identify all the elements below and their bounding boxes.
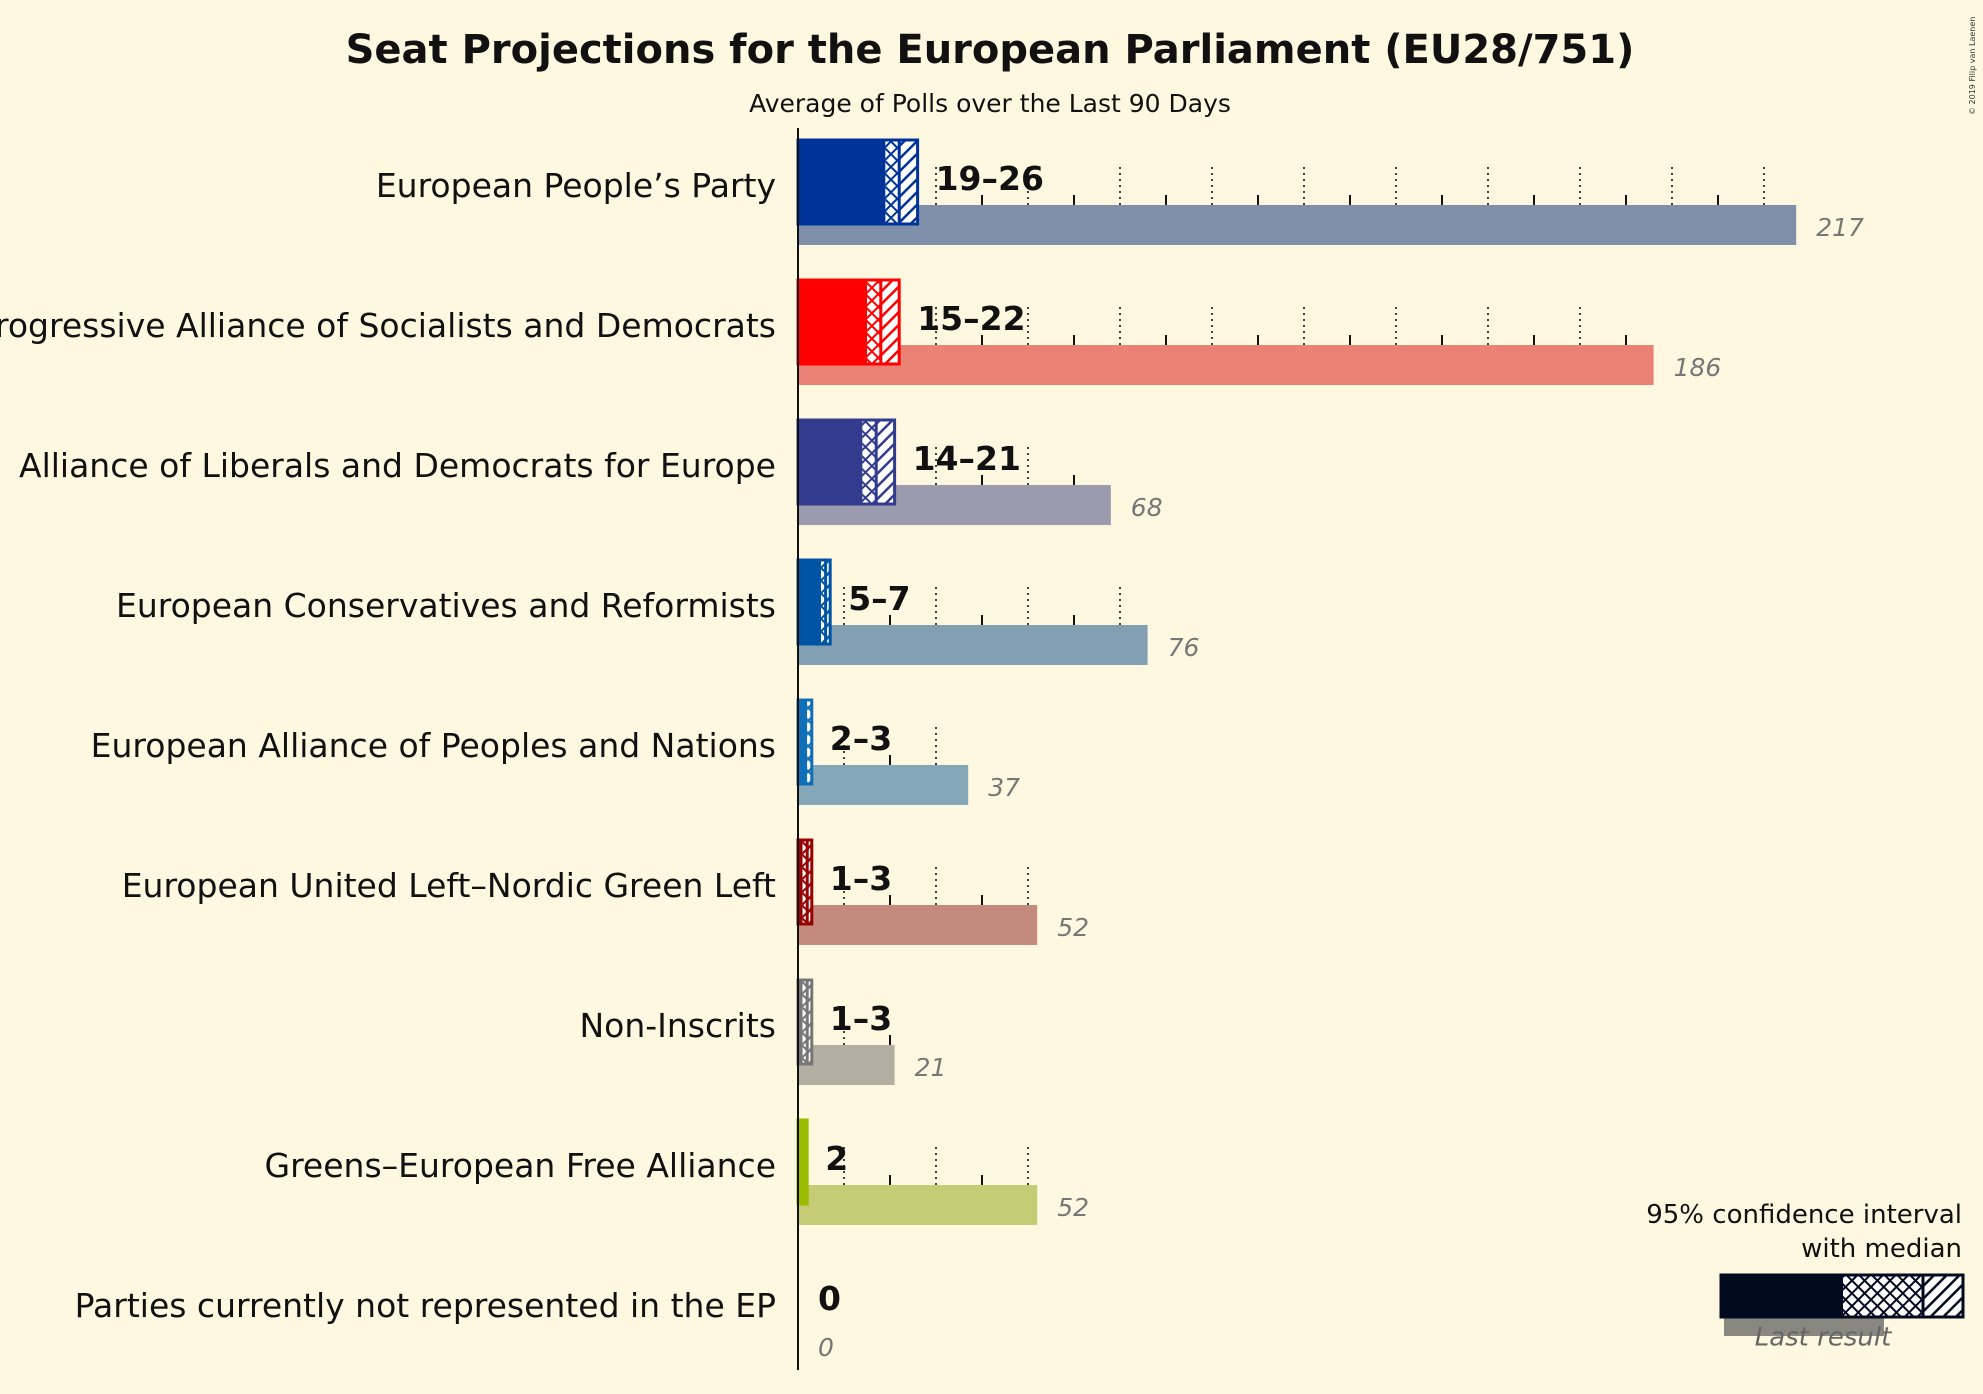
party-label: European Alliance of Peoples and Nations — [91, 726, 776, 765]
range-label: 15–22 — [917, 299, 1025, 338]
labels: European People’s Party 19–26 217 Progressi… — [0, 159, 1864, 1362]
last-result-bar — [798, 1185, 1038, 1225]
last-result-label: 21 — [915, 1053, 947, 1082]
bars — [796, 138, 1797, 1225]
interval-solid — [798, 700, 808, 784]
legend-interval-diagonal — [1923, 1275, 1963, 1317]
last-result-label: 186 — [1674, 353, 1722, 382]
party-label: Non-Inscrits — [579, 1006, 776, 1045]
range-label: 0 — [818, 1279, 841, 1318]
last-result-bar — [798, 905, 1038, 945]
interval-solid — [798, 1120, 808, 1204]
legend-last-result-label: Last result — [1755, 1322, 1892, 1352]
last-result-label: 37 — [988, 773, 1020, 802]
party-label: Alliance of Liberals and Democrats for E… — [19, 446, 776, 485]
party-label: Greens–European Free Alliance — [265, 1146, 776, 1185]
last-result-label: 52 — [1057, 913, 1089, 942]
party-row — [796, 698, 969, 805]
party-label: European Conservatives and Reformists — [116, 586, 776, 625]
interval-diagonal — [899, 140, 918, 224]
interval-diagonal — [880, 280, 900, 364]
legend-title-line2: with median — [1801, 1234, 1962, 1264]
party-row — [796, 418, 1111, 525]
last-result-bar — [798, 625, 1148, 665]
party-label: Progressive Alliance of Socialists and D… — [0, 306, 776, 345]
interval-crosshatch — [867, 280, 881, 364]
range-label: 5–7 — [848, 579, 910, 618]
interval-crosshatch — [802, 980, 808, 1064]
interval-crosshatch — [885, 140, 900, 224]
interval-diagonal — [807, 840, 812, 924]
last-result-label: 217 — [1816, 213, 1864, 242]
last-result-bar — [798, 205, 1797, 245]
interval-crosshatch — [807, 700, 812, 784]
interval-diagonal — [876, 420, 895, 504]
range-label: 1–3 — [830, 859, 892, 898]
interval-crosshatch — [802, 840, 808, 924]
legend: 95% confidence interval with median Last… — [1646, 1200, 1965, 1352]
party-row — [796, 1118, 1038, 1225]
copyright-text: © 2019 Filip van Laenen — [1968, 17, 1977, 115]
last-result-label: 76 — [1168, 633, 1200, 662]
party-row — [796, 138, 1797, 245]
range-label: 2 — [825, 1139, 848, 1178]
last-result-label: 0 — [818, 1333, 834, 1362]
interval-solid — [798, 280, 867, 364]
party-row — [796, 978, 895, 1085]
chart-title: Seat Projections for the European Parlia… — [346, 27, 1635, 73]
last-result-bar — [798, 345, 1654, 385]
range-label: 14–21 — [913, 439, 1021, 478]
interval-solid — [798, 980, 803, 1064]
legend-interval-crosshatch — [1843, 1275, 1923, 1317]
interval-solid — [798, 140, 886, 224]
last-result-bar — [798, 1045, 895, 1085]
range-label: 19–26 — [936, 159, 1044, 198]
interval-solid — [798, 840, 803, 924]
interval-diagonal — [807, 980, 812, 1064]
legend-interval-solid — [1721, 1275, 1843, 1317]
interval-crosshatch — [862, 420, 877, 504]
legend-title-line1: 95% confidence interval — [1646, 1200, 1962, 1230]
interval-diagonal — [825, 560, 831, 644]
party-label: European People’s Party — [376, 166, 776, 205]
interval-solid — [798, 420, 863, 504]
last-result-label: 68 — [1131, 493, 1163, 522]
interval-solid — [798, 560, 821, 644]
range-label: 1–3 — [830, 999, 892, 1038]
last-result-label: 52 — [1057, 1193, 1089, 1222]
last-result-bar — [798, 765, 969, 805]
party-label: Parties currently not represented in the… — [75, 1286, 776, 1325]
range-label: 2–3 — [830, 719, 892, 758]
party-row — [796, 278, 1654, 385]
party-label: European United Left–Nordic Green Left — [122, 866, 776, 905]
interval-crosshatch — [821, 560, 826, 644]
chart-subtitle: Average of Polls over the Last 90 Days — [749, 89, 1231, 118]
legend-interval-outline — [1719, 1273, 1965, 1319]
